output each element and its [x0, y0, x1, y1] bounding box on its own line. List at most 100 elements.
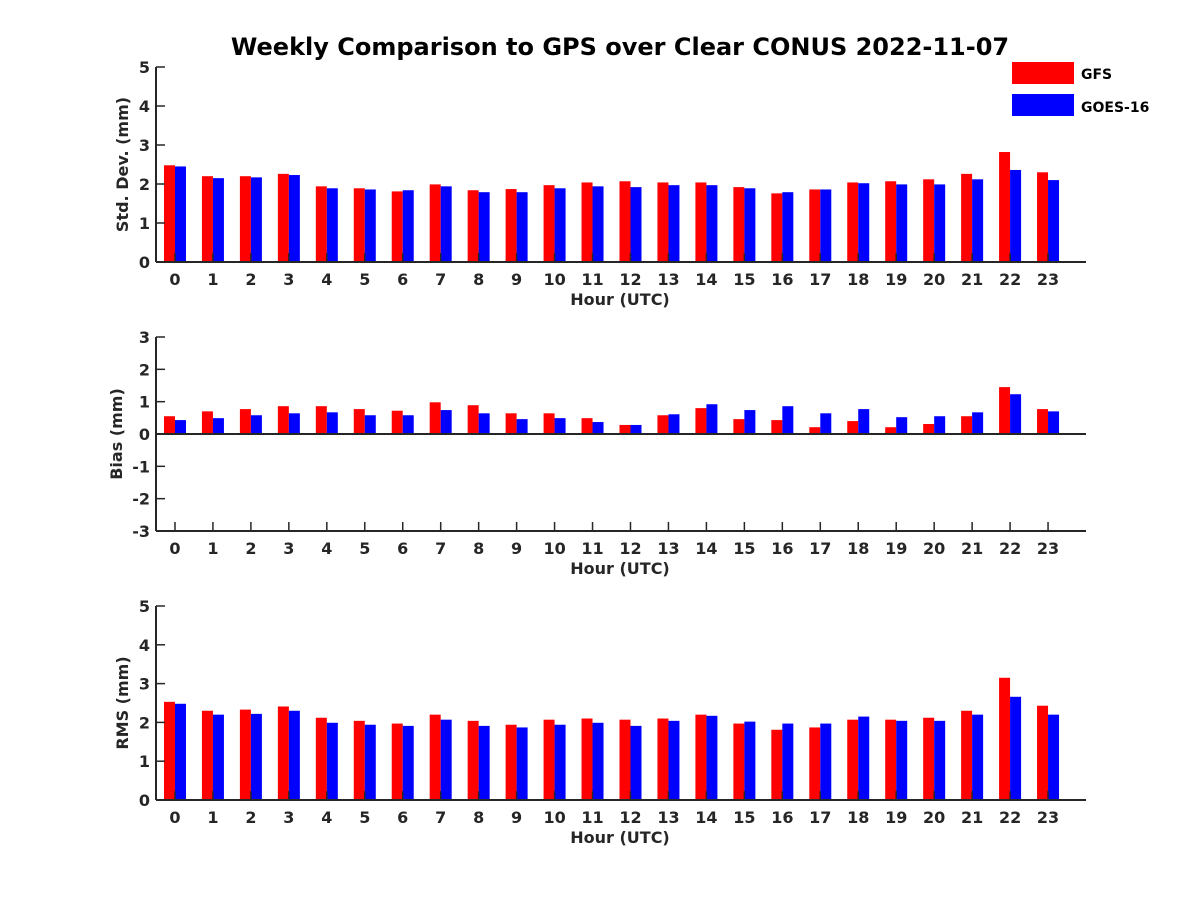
x-tick-label: 17 — [809, 270, 831, 289]
bar-goes16-8 — [478, 413, 490, 434]
bar-goes16-0 — [174, 703, 186, 800]
bar-gfs-3 — [277, 406, 289, 434]
bar-gfs-2 — [239, 176, 251, 262]
x-tick-label: 5 — [359, 539, 370, 558]
bar-goes16-4 — [326, 188, 338, 262]
bar-gfs-9 — [505, 724, 517, 800]
bar-goes16-19 — [896, 720, 908, 800]
bar-gfs-19 — [885, 181, 897, 262]
bar-goes16-23 — [1048, 411, 1060, 434]
bar-goes16-0 — [174, 166, 186, 262]
x-tick-label: 13 — [657, 539, 679, 558]
x-tick-label: 21 — [961, 539, 983, 558]
x-tick-label: 16 — [771, 539, 793, 558]
bar-goes16-7 — [440, 719, 452, 800]
x-tick-label: 4 — [321, 270, 332, 289]
bar-goes16-8 — [478, 725, 490, 800]
legend: GFS GOES-16 — [1012, 62, 1149, 116]
bar-gfs-12 — [619, 181, 631, 262]
bar-gfs-21 — [961, 173, 973, 262]
bar-goes16-9 — [516, 419, 528, 434]
y-tick-label: 4 — [139, 636, 150, 655]
x-tick-label: 7 — [435, 270, 446, 289]
bar-goes16-20 — [934, 416, 946, 434]
x-tick-label: 4 — [321, 808, 332, 827]
bar-goes16-13 — [668, 720, 680, 800]
y-tick-label: 5 — [139, 597, 150, 616]
bar-gfs-18 — [847, 719, 859, 800]
bar-gfs-17 — [809, 427, 821, 434]
bar-gfs-10 — [543, 719, 555, 800]
bar-gfs-14 — [695, 408, 707, 434]
x-tick-label: 7 — [435, 539, 446, 558]
x-tick-label: 12 — [619, 539, 641, 558]
bar-goes16-16 — [782, 192, 794, 262]
y-tick-label: 3 — [139, 136, 150, 155]
bar-goes16-22 — [1010, 394, 1022, 434]
bar-gfs-17 — [809, 189, 821, 262]
bar-gfs-1 — [201, 710, 213, 800]
bar-gfs-19 — [885, 719, 897, 800]
bar-gfs-15 — [733, 187, 745, 262]
bar-goes16-11 — [592, 722, 604, 800]
x-tick-label: 18 — [847, 270, 869, 289]
x-tick-label: 19 — [885, 539, 907, 558]
bar-gfs-16 — [771, 193, 783, 262]
bar-goes16-17 — [820, 189, 832, 262]
bar-gfs-22 — [999, 387, 1011, 434]
bar-gfs-4 — [315, 717, 327, 800]
y-axis-label: Bias (mm) — [107, 388, 126, 480]
x-tick-label: 5 — [359, 808, 370, 827]
bar-goes16-19 — [896, 184, 908, 262]
bar-gfs-22 — [999, 152, 1011, 262]
bar-gfs-13 — [657, 415, 669, 434]
bar-gfs-2 — [239, 409, 251, 434]
x-tick-label: 19 — [885, 270, 907, 289]
bar-gfs-15 — [733, 419, 745, 434]
bar-goes16-5 — [364, 415, 376, 434]
bar-goes16-3 — [288, 175, 300, 262]
x-tick-label: 8 — [473, 270, 484, 289]
bar-goes16-18 — [858, 409, 870, 434]
bar-goes16-13 — [668, 414, 680, 434]
bar-gfs-14 — [695, 714, 707, 800]
bar-gfs-20 — [923, 179, 935, 262]
x-tick-label: 17 — [809, 539, 831, 558]
x-tick-label: 14 — [695, 270, 717, 289]
legend-swatch-gfs — [1012, 62, 1074, 84]
x-tick-label: 10 — [543, 539, 565, 558]
bar-goes16-23 — [1048, 714, 1060, 800]
bar-gfs-20 — [923, 717, 935, 800]
bar-goes16-18 — [858, 183, 870, 262]
bar-gfs-6 — [391, 191, 403, 262]
bar-goes16-9 — [516, 727, 528, 800]
x-tick-label: 20 — [923, 270, 945, 289]
bar-gfs-11 — [581, 718, 593, 800]
bar-goes16-3 — [288, 413, 300, 434]
x-tick-label: 23 — [1037, 270, 1059, 289]
x-axis-label: Hour (UTC) — [570, 559, 670, 578]
bar-goes16-21 — [972, 412, 984, 434]
x-tick-label: 1 — [207, 539, 218, 558]
x-tick-label: 10 — [543, 808, 565, 827]
bar-gfs-5 — [353, 409, 365, 434]
y-axis-label: RMS (mm) — [113, 656, 132, 749]
x-tick-label: 6 — [397, 539, 408, 558]
x-tick-label: 4 — [321, 539, 332, 558]
bar-gfs-8 — [467, 190, 479, 262]
bar-goes16-21 — [972, 179, 984, 262]
bar-goes16-2 — [250, 177, 262, 262]
x-tick-label: 11 — [581, 270, 603, 289]
bar-gfs-8 — [467, 720, 479, 800]
x-tick-label: 11 — [581, 539, 603, 558]
bar-goes16-5 — [364, 724, 376, 800]
bar-goes16-14 — [706, 185, 718, 262]
bar-goes16-1 — [212, 714, 224, 800]
bar-goes16-14 — [706, 404, 718, 434]
x-tick-label: 15 — [733, 539, 755, 558]
bar-gfs-8 — [467, 405, 479, 434]
y-tick-label: 5 — [139, 58, 150, 77]
bar-goes16-2 — [250, 415, 262, 434]
x-tick-label: 23 — [1037, 539, 1059, 558]
